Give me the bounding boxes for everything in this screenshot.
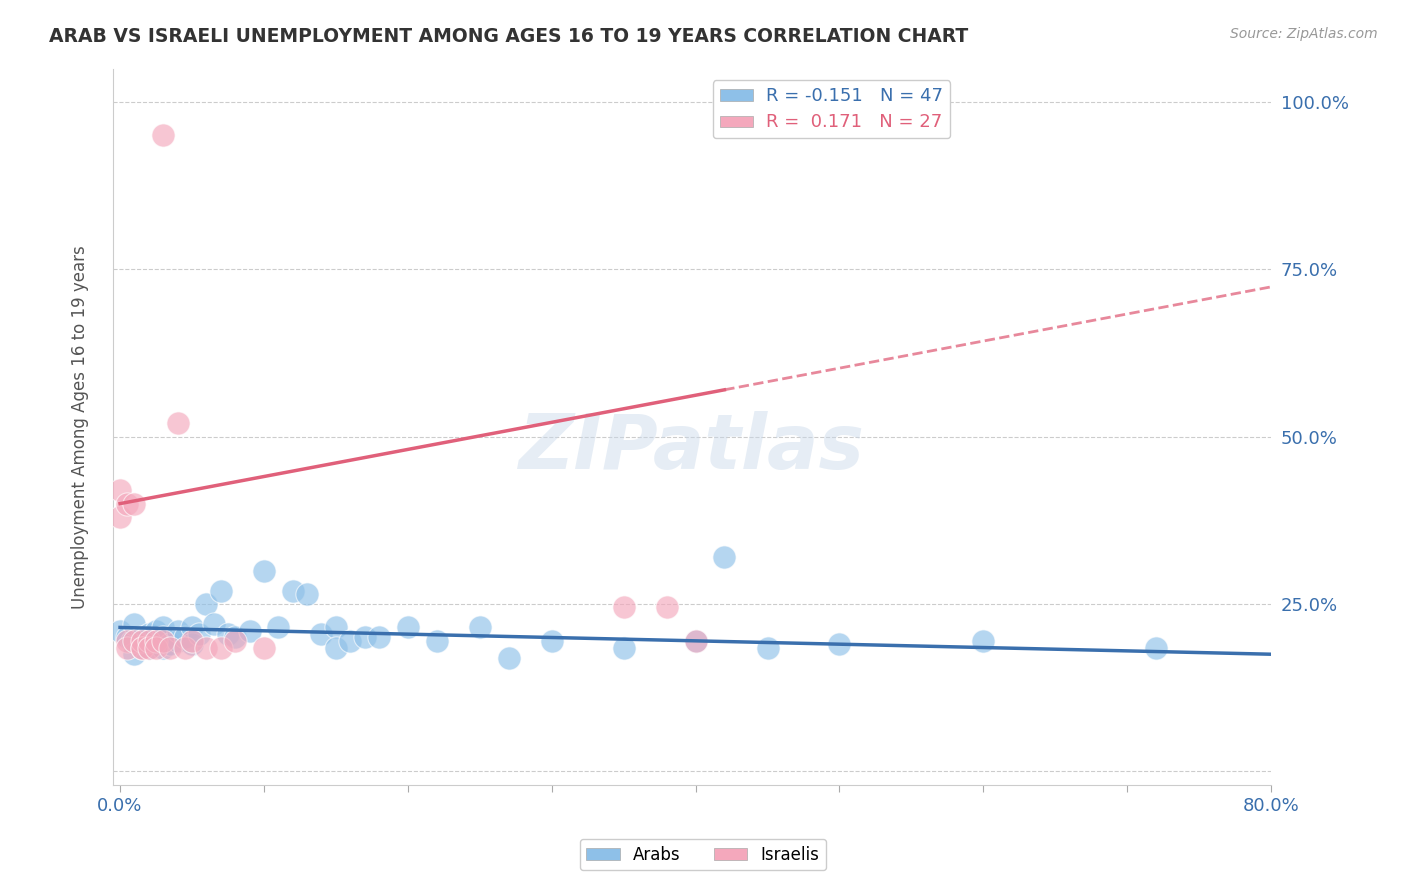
Point — [217, 627, 239, 641]
Point — [173, 631, 195, 645]
Point — [281, 583, 304, 598]
Y-axis label: Unemployment Among Ages 16 to 19 years: Unemployment Among Ages 16 to 19 years — [72, 244, 89, 608]
Text: ZIPatlas: ZIPatlas — [519, 411, 865, 485]
Legend: Arabs, Israelis: Arabs, Israelis — [579, 839, 827, 871]
Point — [396, 620, 419, 634]
Point — [655, 600, 678, 615]
Point — [115, 640, 138, 655]
Point — [124, 497, 146, 511]
Point — [368, 631, 391, 645]
Point — [166, 417, 188, 431]
Point — [131, 633, 153, 648]
Legend: R = -0.151   N = 47, R =  0.171   N = 27: R = -0.151 N = 47, R = 0.171 N = 27 — [713, 80, 950, 138]
Point — [613, 600, 636, 615]
Point — [115, 497, 138, 511]
Point — [353, 631, 375, 645]
Point — [613, 640, 636, 655]
Point — [325, 640, 347, 655]
Point — [828, 637, 851, 651]
Point — [115, 631, 138, 645]
Point — [238, 624, 260, 638]
Point — [181, 637, 204, 651]
Point — [173, 640, 195, 655]
Point — [339, 633, 361, 648]
Point — [108, 510, 131, 524]
Point — [195, 640, 218, 655]
Point — [267, 620, 290, 634]
Point — [188, 627, 211, 641]
Point — [138, 640, 160, 655]
Point — [145, 633, 167, 648]
Point — [540, 633, 562, 648]
Point — [498, 650, 520, 665]
Point — [209, 583, 232, 598]
Point — [152, 631, 174, 645]
Point — [159, 640, 181, 655]
Point — [159, 637, 181, 651]
Point — [131, 631, 153, 645]
Point — [224, 633, 246, 648]
Point — [121, 633, 143, 648]
Point — [124, 647, 146, 661]
Text: Source: ZipAtlas.com: Source: ZipAtlas.com — [1230, 27, 1378, 41]
Point — [124, 617, 146, 632]
Text: ARAB VS ISRAELI UNEMPLOYMENT AMONG AGES 16 TO 19 YEARS CORRELATION CHART: ARAB VS ISRAELI UNEMPLOYMENT AMONG AGES … — [49, 27, 969, 45]
Point — [115, 633, 138, 648]
Point — [202, 617, 225, 632]
Point — [181, 633, 204, 648]
Point — [713, 550, 735, 565]
Point — [756, 640, 779, 655]
Point — [325, 620, 347, 634]
Point — [253, 564, 276, 578]
Point — [131, 640, 153, 655]
Point — [195, 597, 218, 611]
Point — [108, 624, 131, 638]
Point — [295, 587, 318, 601]
Point — [145, 624, 167, 638]
Point — [152, 620, 174, 634]
Point — [253, 640, 276, 655]
Point — [152, 633, 174, 648]
Point — [426, 633, 449, 648]
Point — [152, 640, 174, 655]
Point — [685, 633, 707, 648]
Point — [108, 483, 131, 498]
Point — [972, 633, 994, 648]
Point — [685, 633, 707, 648]
Point — [131, 640, 153, 655]
Point — [166, 633, 188, 648]
Point — [124, 633, 146, 648]
Point — [1144, 640, 1167, 655]
Point — [468, 620, 491, 634]
Point — [152, 128, 174, 143]
Point — [311, 627, 333, 641]
Point — [138, 633, 160, 648]
Point — [138, 627, 160, 641]
Point — [224, 631, 246, 645]
Point — [209, 640, 232, 655]
Point — [181, 620, 204, 634]
Point — [145, 640, 167, 655]
Point — [166, 624, 188, 638]
Point — [138, 640, 160, 655]
